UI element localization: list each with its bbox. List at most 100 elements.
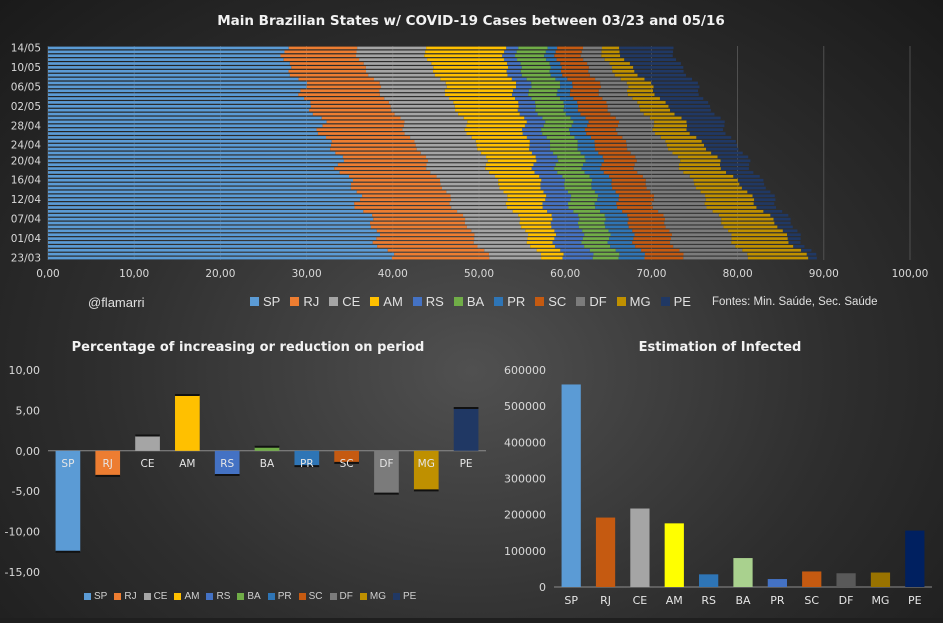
x-tick-label: 90,00 <box>809 268 839 280</box>
stack-segment-df <box>634 163 679 167</box>
stack-segment-ba <box>518 46 548 50</box>
stack-segment-sp <box>48 124 323 128</box>
bar-sp <box>561 384 581 587</box>
stack-segment-sc <box>595 147 628 151</box>
x-tick-label: 10,00 <box>119 268 149 280</box>
bar-am <box>175 395 200 451</box>
legend-item-df: DF <box>576 294 607 309</box>
stack-segment-ce <box>420 151 482 155</box>
stack-segment-am <box>458 112 520 116</box>
stack-segment-sp <box>48 97 305 100</box>
stack-segment-ce <box>428 159 488 163</box>
stack-segment-df <box>664 221 722 225</box>
stack-segment-sc <box>628 225 666 229</box>
stack-segment-ce <box>404 132 467 135</box>
stack-segment-am <box>520 217 553 221</box>
category-label: PE <box>460 458 473 470</box>
stack-segment-ce <box>440 178 499 182</box>
y-tick-label: 400000 <box>504 436 546 449</box>
stack-segment-pe <box>686 128 724 131</box>
stack-segment-sp <box>48 147 331 151</box>
stack-segment-pe <box>659 97 704 100</box>
stack-segment-ba <box>557 155 585 159</box>
stack-segment-sp <box>48 108 310 112</box>
stack-segment-mg <box>721 221 775 225</box>
stack-segment-ba <box>531 97 560 100</box>
stack-segment-ba <box>567 190 595 194</box>
stack-segment-mg <box>672 151 712 155</box>
stack-segment-pr <box>569 128 585 131</box>
stack-segment-rj <box>330 147 417 151</box>
stack-segment-ce <box>403 124 467 128</box>
stack-segment-rs <box>550 221 579 225</box>
stack-segment-ba <box>535 101 564 104</box>
stack-segment-sp <box>48 77 299 81</box>
stack-segment-ce <box>391 108 456 112</box>
stack-segment-ce <box>366 69 434 73</box>
stack-segment-df <box>587 62 610 65</box>
stack-segment-df <box>583 58 605 61</box>
stack-segment-df <box>679 248 743 252</box>
stack-segment-am <box>427 58 504 61</box>
stack-segment-ba <box>570 198 598 202</box>
stack-segment-mg <box>666 143 704 147</box>
stack-segment-pr <box>589 175 610 178</box>
stack-segment-pe <box>774 221 791 225</box>
stack-segment-pe <box>808 256 817 260</box>
stack-segment-pe <box>653 85 700 89</box>
stack-segment-rj <box>352 178 441 182</box>
legend-swatch <box>143 593 151 600</box>
stack-segment-ba <box>578 221 605 225</box>
category-label: BA <box>260 458 275 470</box>
stack-segment-ce <box>426 167 486 170</box>
legend-item-pr: PR <box>267 591 292 602</box>
legend-label: SC <box>308 591 323 602</box>
stack-segment-mg <box>637 101 666 104</box>
stack-segment-rj <box>306 81 380 85</box>
stack-segment-rs <box>518 101 536 104</box>
stack-segment-rj <box>304 97 385 100</box>
stack-segment-sp <box>48 178 353 182</box>
stack-segment-pr <box>619 252 645 256</box>
stack-segment-rs <box>554 229 583 233</box>
y-tick-label: 06/05 <box>11 81 41 93</box>
stack-segment-pe <box>753 202 775 205</box>
stack-segment-ce <box>464 221 520 225</box>
stack-segment-df <box>636 159 681 163</box>
stack-segment-am <box>475 139 530 143</box>
stack-segment-pr <box>594 190 616 194</box>
stack-segment-df <box>600 81 627 85</box>
stack-segment-mg <box>627 89 654 93</box>
stack-segment-ba <box>564 182 592 186</box>
stack-segment-sc <box>611 182 646 186</box>
stack-segment-rj <box>350 182 441 186</box>
stack-segment-sc <box>577 101 607 104</box>
stack-segment-pr <box>605 225 629 229</box>
stack-segment-df <box>615 116 650 120</box>
stack-segment-ba <box>516 50 546 54</box>
stack-segment-sc <box>603 159 637 163</box>
stack-segment-ba <box>558 159 586 163</box>
stack-segment-ba <box>592 256 619 260</box>
stack-segment-mg <box>680 159 721 163</box>
stack-segment-rs <box>511 77 527 81</box>
stack-segment-pe <box>754 198 776 202</box>
stack-segment-pr <box>608 229 633 233</box>
stack-segment-sc <box>561 69 589 73</box>
stack-segment-ba <box>528 93 557 96</box>
stack-segment-mg <box>704 202 754 205</box>
y-tick-label: 0,00 <box>16 445 41 458</box>
category-label: SC <box>340 458 354 470</box>
stack-segment-pe <box>620 54 673 58</box>
stack-segment-ce <box>488 252 541 256</box>
stack-segment-ce <box>414 139 476 143</box>
stack-segment-df <box>645 178 694 182</box>
stack-segment-rj <box>280 54 357 58</box>
stack-segment-rj <box>288 46 358 50</box>
stack-segment-ce <box>357 46 427 50</box>
stack-segment-ba <box>571 194 598 198</box>
stack-segment-sp <box>48 229 377 233</box>
stack-segment-pr <box>604 213 628 217</box>
stack-segment-mg <box>601 54 621 58</box>
stack-segment-df <box>615 128 653 131</box>
